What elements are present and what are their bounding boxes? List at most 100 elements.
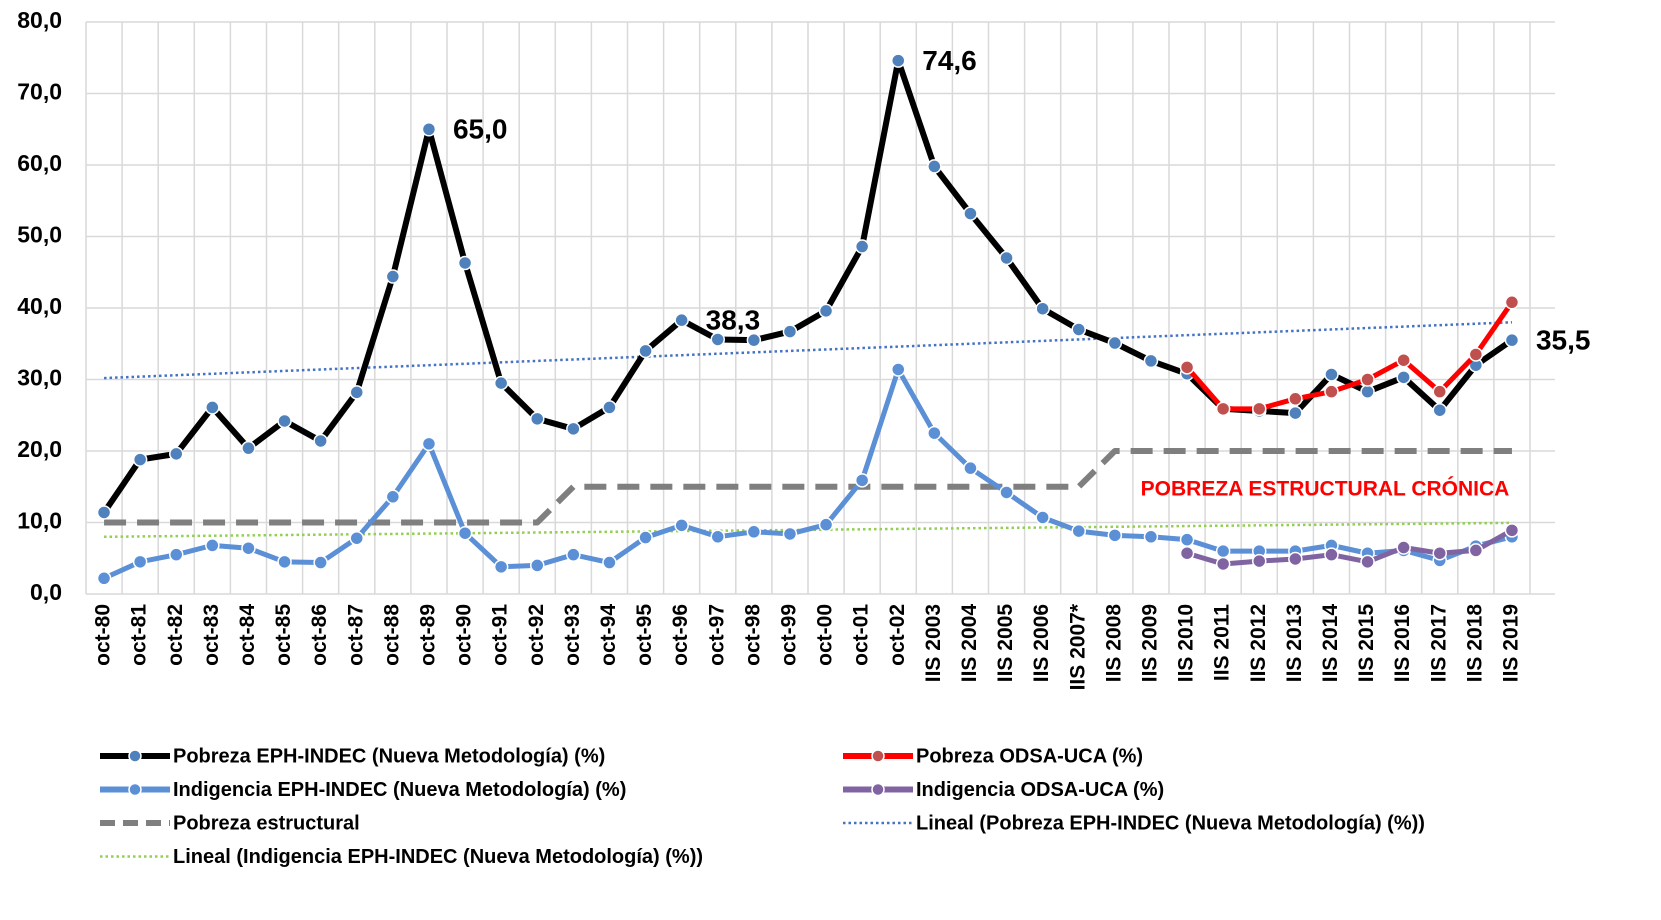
x-tick-label: oct-85 — [272, 604, 295, 666]
marker — [205, 538, 220, 553]
marker — [96, 571, 112, 586]
data-label: 35,5 — [1536, 325, 1591, 356]
marker — [421, 436, 437, 452]
marker — [205, 400, 220, 415]
marker — [1504, 523, 1520, 538]
x-tick-label: oct-86 — [308, 604, 331, 666]
x-tick-label: IIS 2011 — [1211, 604, 1234, 681]
legend-marker — [871, 782, 885, 797]
marker — [1504, 332, 1520, 348]
marker — [1432, 402, 1447, 418]
x-tick-label: IIS 2015 — [1355, 604, 1378, 683]
marker — [1360, 384, 1375, 399]
marker — [385, 489, 401, 505]
marker — [1504, 295, 1520, 310]
marker — [169, 446, 184, 462]
x-tick-label: oct-02 — [886, 604, 909, 666]
legend-marker — [128, 749, 142, 763]
x-tick-label: IIS 2010 — [1175, 604, 1198, 682]
x-tick-label: oct-81 — [128, 604, 151, 666]
data-label: 65,0 — [453, 114, 508, 145]
marker — [1324, 547, 1339, 562]
legend-label: Lineal (Indigencia EPH-INDEC (Nueva Meto… — [173, 846, 703, 868]
marker — [1252, 553, 1267, 569]
marker — [927, 159, 942, 174]
marker — [349, 530, 364, 546]
marker — [854, 473, 870, 488]
marker — [1432, 384, 1447, 399]
y-tick-label: 0,0 — [30, 579, 62, 605]
marker — [1396, 352, 1411, 368]
marker — [530, 411, 545, 427]
series-line — [104, 521, 1512, 539]
marker — [493, 375, 509, 391]
marker — [999, 250, 1014, 266]
marker — [1288, 405, 1303, 421]
series-line — [1186, 528, 1514, 567]
marker — [1179, 532, 1195, 547]
marker — [782, 526, 798, 542]
marker — [277, 413, 292, 429]
marker — [710, 332, 725, 347]
marker — [566, 421, 581, 437]
x-tick-label: IIS 2004 — [958, 604, 981, 683]
marker — [132, 554, 148, 570]
x-tick-label: IIS 2007* — [1066, 603, 1089, 690]
marker — [674, 312, 689, 328]
x-tick-label: IIS 2019 — [1499, 604, 1522, 682]
marker — [746, 332, 762, 348]
marker — [638, 343, 653, 359]
series-line — [1185, 300, 1515, 412]
legend-label: Indigencia EPH-INDEC (Nueva Metodología)… — [173, 779, 626, 801]
marker — [927, 425, 942, 441]
marker — [169, 547, 184, 562]
marker — [313, 433, 328, 449]
marker — [1215, 556, 1231, 572]
marker — [818, 303, 834, 319]
marker — [1432, 545, 1447, 561]
marker — [1252, 401, 1267, 417]
data-label: 38,3 — [706, 305, 761, 336]
marker — [1360, 554, 1375, 570]
x-tick-label: IIS 2013 — [1283, 604, 1306, 682]
marker — [1324, 367, 1339, 382]
y-tick-label: 60,0 — [17, 150, 62, 176]
y-tick-label: 40,0 — [17, 293, 62, 319]
marker — [1143, 353, 1159, 369]
marker — [782, 324, 798, 339]
legend-label: Pobreza EPH-INDEC (Nueva Metodología) (%… — [173, 745, 605, 767]
marker — [1324, 384, 1339, 399]
marker — [963, 206, 978, 221]
x-tick-label: IIS 2008 — [1102, 604, 1125, 683]
x-tick-label: oct-97 — [705, 604, 728, 666]
x-tick-label: IIS 2012 — [1247, 604, 1270, 682]
marker — [1071, 322, 1086, 337]
marker — [96, 505, 112, 520]
marker — [241, 540, 256, 556]
legend-label: Indigencia ODSA-UCA (%) — [916, 779, 1164, 801]
marker — [1360, 372, 1375, 387]
marker — [710, 529, 725, 545]
marker — [638, 530, 653, 545]
marker — [1107, 335, 1123, 351]
x-tick-label: oct-88 — [380, 604, 403, 666]
marker — [1143, 529, 1159, 545]
marker — [1288, 551, 1303, 567]
marker — [891, 362, 906, 377]
marker — [963, 460, 978, 476]
x-tick-label: oct-90 — [453, 604, 476, 666]
legend-marker — [128, 782, 142, 797]
marker — [1035, 510, 1050, 525]
marker — [421, 122, 437, 137]
marker — [1215, 401, 1231, 417]
y-tick-label: 20,0 — [17, 436, 62, 462]
legend-label: Lineal (Pobreza EPH-INDEC (Nueva Metodol… — [916, 812, 1425, 834]
x-tick-label: oct-80 — [92, 604, 115, 666]
marker — [891, 53, 906, 68]
x-tick-label: oct-98 — [741, 604, 764, 666]
marker — [602, 555, 617, 570]
marker — [1468, 543, 1484, 558]
marker — [457, 525, 473, 541]
y-tick-label: 30,0 — [17, 365, 62, 391]
